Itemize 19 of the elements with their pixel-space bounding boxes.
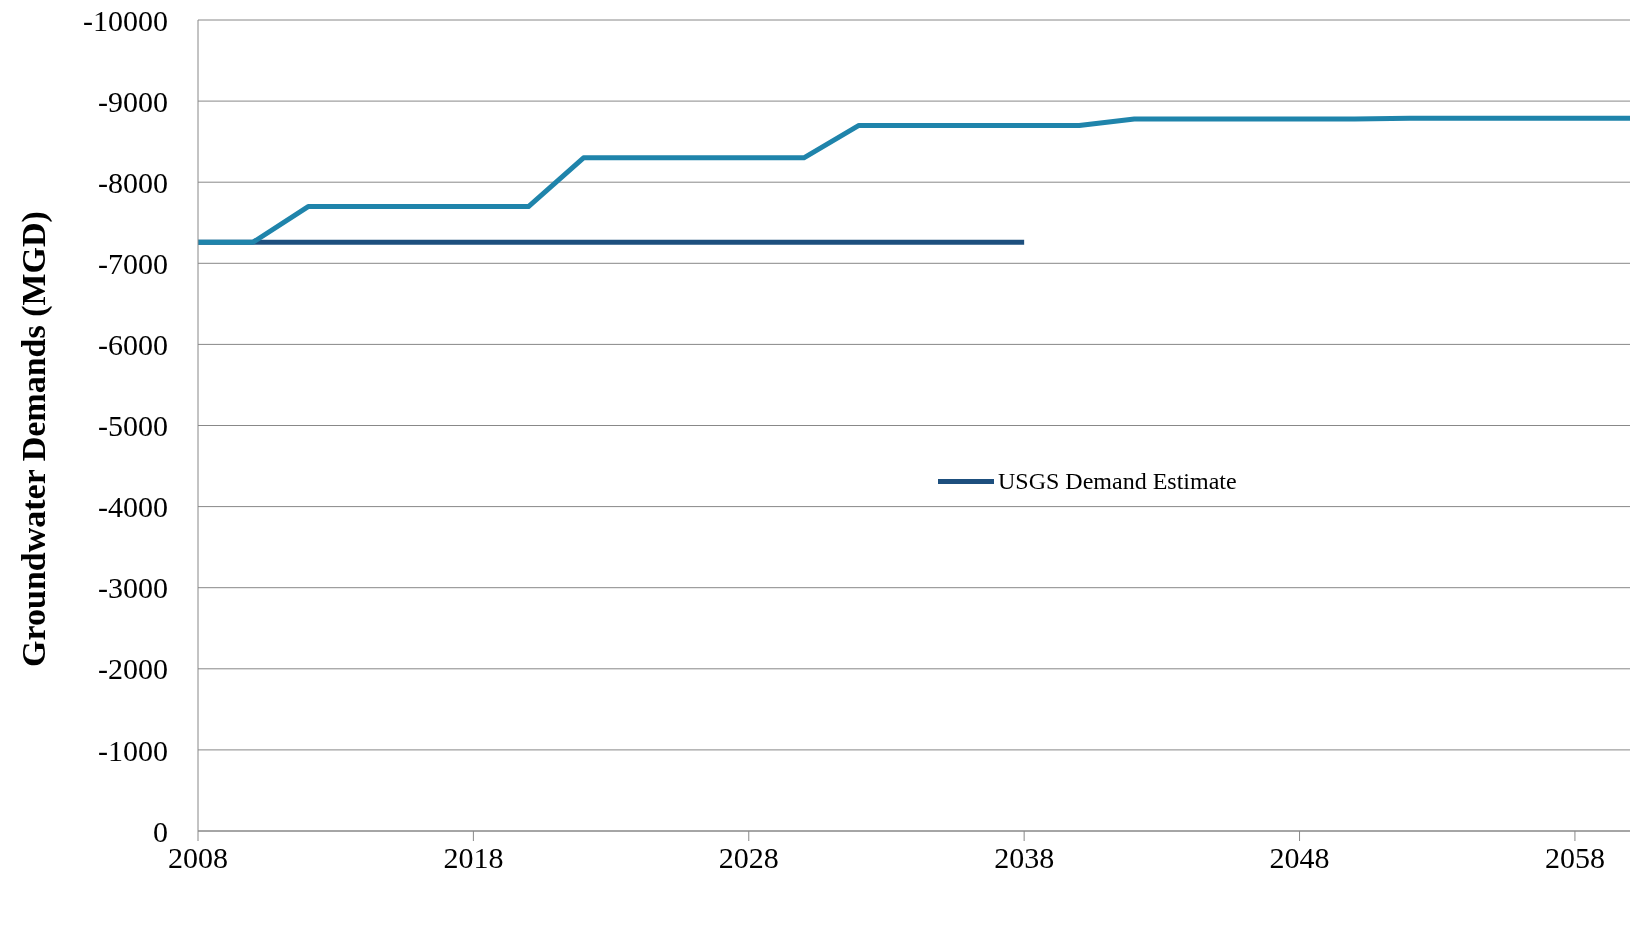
y-tick-label: -6000 [98,328,168,362]
x-tick-label: 2028 [718,841,779,875]
x-tick-label: 2058 [1544,841,1605,875]
y-tick-label: -1000 [98,733,168,767]
y-axis-title: Groundwater Demands (MGD) [15,211,53,667]
y-tick-label: -3000 [98,571,168,605]
x-tick-label: 2018 [443,841,504,875]
x-tick-label: 2038 [994,841,1055,875]
y-tick-label: -7000 [98,246,168,280]
y-tick-label: -4000 [98,490,168,524]
y-tick-label: -9000 [98,84,168,118]
y-tick-label: -5000 [98,409,168,443]
y-tick-label: -2000 [98,652,168,686]
y-tick-label: -10000 [83,3,168,37]
y-tick-label: 0 [153,814,168,848]
x-tick-label: 2008 [168,841,228,875]
x-tick-label: 2048 [1269,841,1330,875]
legend-label: USGS Demand Estimate [998,468,1237,495]
y-tick-label: -8000 [98,165,168,199]
